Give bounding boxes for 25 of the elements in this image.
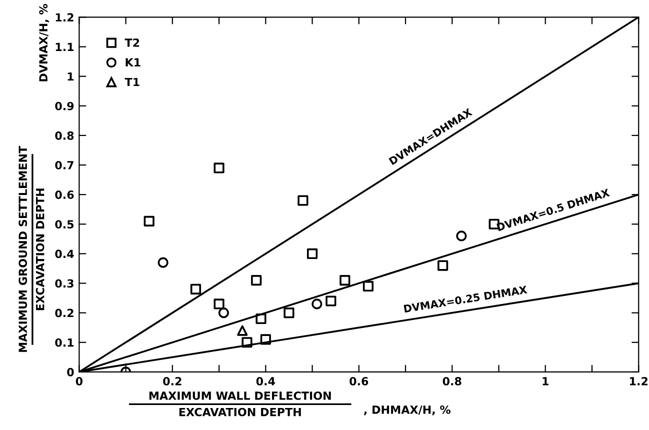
y-tick-label: 0.7 (55, 160, 74, 170)
y-tick-label: 1.1 (56, 42, 74, 51)
y-tick-label: 0.8 (55, 131, 74, 140)
y-tick-label: 0.6 (55, 190, 74, 199)
y-tick-label: 0.1 (55, 338, 74, 347)
y-tick-label: 0.4 (55, 250, 74, 258)
x-tick-label: 1.2 (630, 377, 648, 386)
text: MAXIMUM WALL DEFLECTION EXCAVATION DEPTH , DHMAX/H, % (149, 391, 450, 416)
legend-label: K1 (126, 58, 140, 66)
y-tick-label: 0.3 (55, 279, 74, 288)
y-tick-label: 0.9 (55, 102, 74, 110)
y-tick-label: 1 (68, 72, 74, 81)
x-tick-label: 0.2 (163, 377, 182, 386)
y-tick-label: 0 (67, 368, 74, 376)
x-tick-label: 0.8 (442, 377, 462, 386)
x-tick-label: 0.6 (350, 377, 368, 386)
legend-label: T1 (124, 78, 140, 86)
x-tick-label: 0.4 (256, 377, 275, 386)
x-tick-label: 1 (542, 377, 548, 386)
y-tick-label: 1.2 (56, 13, 74, 22)
y-tick-label: 0.2 (55, 308, 74, 318)
x-tick-label: 0 (76, 377, 83, 386)
legend-label: T2 (124, 38, 140, 47)
text: MAXIMUM GROUND SETTLEMENT EXCAVATION DEPTH DVMAX/H, % (18, 4, 49, 352)
y-tick-label: 0.5 (55, 220, 74, 229)
